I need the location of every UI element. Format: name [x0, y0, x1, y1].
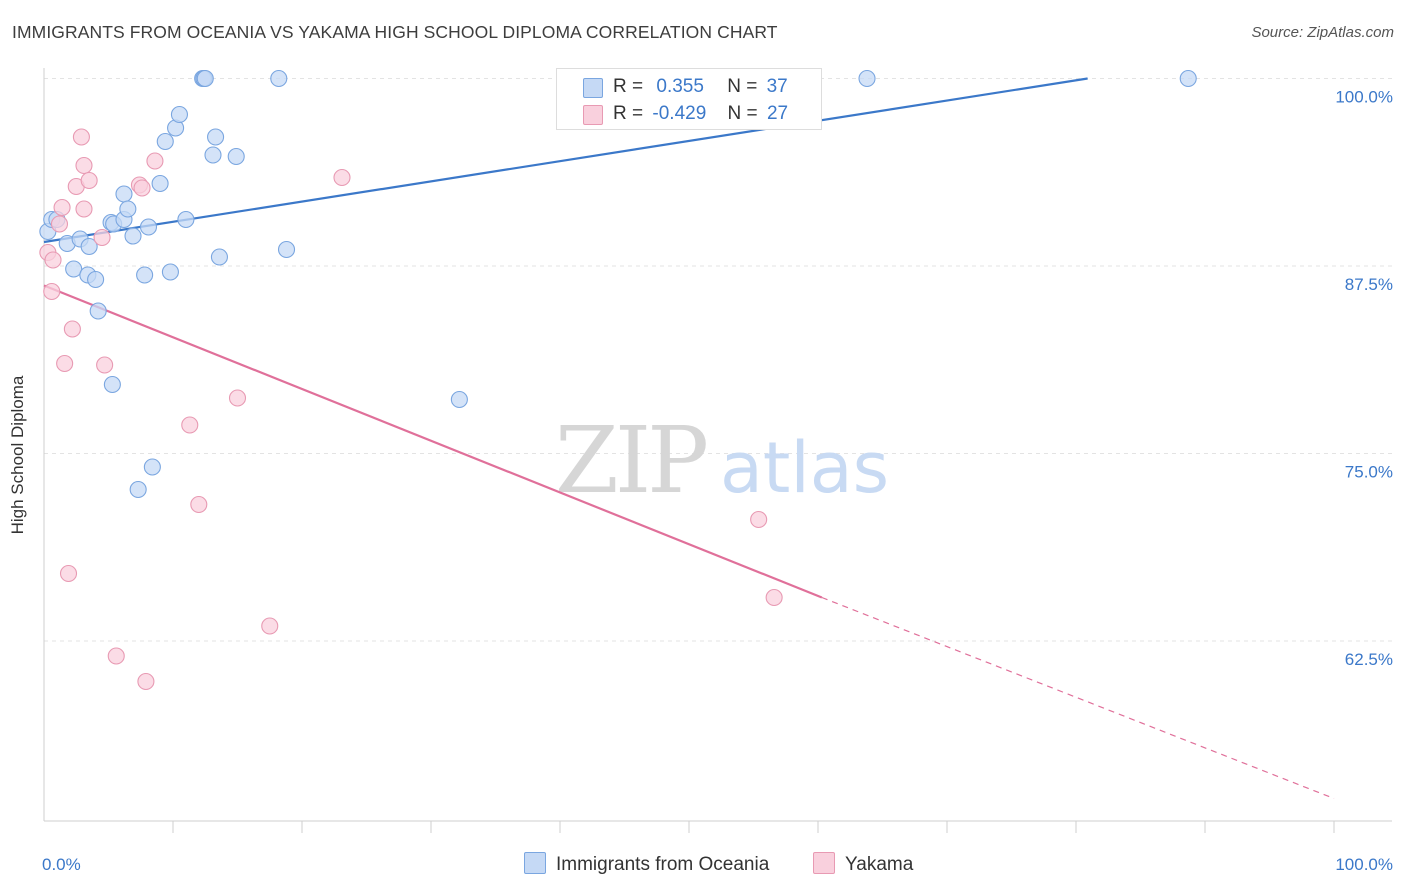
- data-point-yakama: [133, 179, 151, 197]
- legend-n-label: N =: [727, 76, 758, 97]
- data-point-yakama: [750, 510, 768, 529]
- legend-swatch-yakama: [583, 105, 603, 125]
- data-point-yakama: [765, 588, 783, 607]
- watermark-zip: ZIP: [555, 407, 706, 514]
- source-label: Source: ZipAtlas.com: [1251, 24, 1394, 41]
- data-point-yakama: [181, 416, 199, 434]
- data-point-yakama: [107, 647, 125, 665]
- y-axis-title-wrap: High School Diploma: [8, 376, 28, 535]
- trend-lines: [43, 77, 1335, 800]
- data-point-oceania: [89, 302, 107, 320]
- data-point-oceania: [177, 210, 195, 229]
- bottom-legend-swatch-oceania: [524, 852, 546, 874]
- data-point-oceania: [210, 248, 228, 266]
- data-point-oceania: [129, 480, 147, 499]
- data-point-yakama: [190, 495, 208, 514]
- data-point-oceania: [161, 263, 179, 281]
- y-tick-label: 87.5%: [1345, 275, 1393, 294]
- data-point-yakama: [333, 168, 351, 187]
- legend-n-label: N =: [727, 103, 758, 124]
- x-tick-label: 100.0%: [1335, 855, 1393, 874]
- data-point-yakama: [63, 320, 81, 338]
- data-point-oceania: [103, 375, 121, 394]
- data-point-yakama: [59, 564, 78, 583]
- data-point-yakama: [93, 228, 111, 247]
- data-point-oceania: [65, 260, 83, 278]
- data-points: [39, 69, 1197, 691]
- chart-title: IMMIGRANTS FROM OCEANIA VS YAKAMA HIGH S…: [12, 22, 778, 42]
- legend-r-label: R =: [613, 76, 644, 97]
- data-point-oceania: [139, 218, 158, 236]
- trend-line-yakama: [43, 284, 823, 599]
- data-point-yakama: [96, 356, 114, 374]
- data-point-oceania: [151, 174, 169, 193]
- data-point-oceania: [124, 227, 142, 245]
- x-tick-label: 0.0%: [42, 855, 81, 874]
- legend-n-value: 27: [766, 103, 789, 124]
- bottom-legend-oceania: Immigrants from Oceania: [524, 852, 769, 876]
- bottom-legend-yakama: Yakama: [813, 852, 913, 876]
- data-point-yakama: [43, 282, 61, 301]
- data-point-yakama: [146, 152, 164, 170]
- data-point-yakama: [137, 672, 155, 691]
- data-point-oceania: [270, 69, 288, 88]
- bottom-legend-label-yakama: Yakama: [845, 854, 914, 875]
- tick-labels: 100.0% 87.5% 75.0% 62.5% 0.0% 100.0%: [42, 88, 1393, 875]
- correlation-legend: R = 0.355 N = 37 R = -0.429 N = 27: [556, 68, 822, 130]
- legend-swatch-oceania: [583, 78, 603, 98]
- data-point-oceania: [143, 458, 161, 476]
- data-point-yakama: [80, 171, 98, 190]
- bottom-legend-label-oceania: Immigrants from Oceania: [556, 854, 770, 875]
- data-point-oceania: [115, 185, 133, 203]
- data-point-yakama: [75, 156, 93, 175]
- data-point-oceania: [80, 237, 98, 256]
- data-point-oceania: [858, 69, 876, 88]
- data-point-yakama: [228, 389, 247, 407]
- data-point-oceania: [204, 146, 222, 164]
- data-point-yakama: [53, 198, 71, 217]
- data-point-oceania: [277, 240, 296, 259]
- trend-line-extension-yakama: [821, 596, 1335, 800]
- legend-r-label: R =: [613, 103, 644, 124]
- data-point-yakama: [261, 617, 279, 635]
- legend-r-value: -0.429: [652, 103, 707, 124]
- data-point-oceania: [87, 270, 105, 289]
- watermark-atlas: atlas: [720, 427, 889, 509]
- data-point-oceania: [119, 200, 137, 218]
- y-tick-label: 62.5%: [1345, 650, 1393, 669]
- data-point-yakama: [72, 128, 90, 146]
- data-point-yakama: [56, 354, 74, 373]
- data-point-oceania: [196, 69, 214, 88]
- watermark: ZIP atlas: [555, 407, 889, 514]
- data-point-yakama: [75, 200, 93, 218]
- trend-line-oceania: [43, 77, 1088, 244]
- data-point-oceania: [170, 105, 188, 124]
- data-point-oceania: [156, 132, 174, 151]
- legend-n-value: 37: [766, 76, 788, 97]
- bottom-legend-swatch-yakama: [813, 852, 835, 874]
- y-tick-label: 100.0%: [1335, 88, 1393, 107]
- data-point-oceania: [1179, 69, 1197, 88]
- data-point-yakama: [50, 215, 69, 233]
- y-tick-label: 75.0%: [1345, 463, 1393, 482]
- axes: [43, 68, 1392, 833]
- data-point-oceania: [450, 390, 468, 409]
- data-point-oceania: [136, 266, 154, 284]
- data-point-oceania: [227, 147, 245, 166]
- data-point-yakama: [44, 251, 62, 269]
- y-axis-title: High School Diploma: [8, 375, 27, 535]
- legend-r-value: 0.355: [656, 76, 704, 97]
- data-point-oceania: [207, 128, 225, 146]
